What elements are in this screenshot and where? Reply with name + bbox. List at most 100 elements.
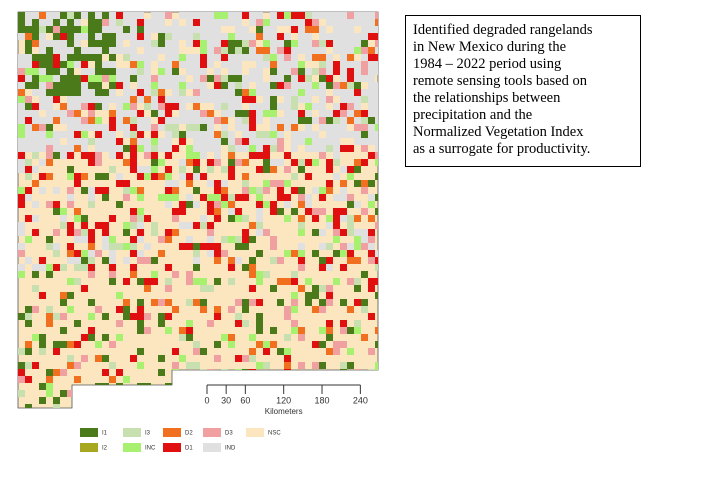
- map-cell: [235, 376, 242, 383]
- map-cell: [109, 236, 116, 243]
- map-cell: [165, 383, 172, 390]
- map-cell: [193, 376, 200, 383]
- map-cell: [277, 348, 284, 355]
- map-cell: [354, 89, 361, 96]
- map-cell: [95, 187, 102, 194]
- map-cell: [53, 145, 60, 152]
- map-cell: [200, 96, 207, 103]
- map-cell: [186, 299, 193, 306]
- legend-swatch: [203, 443, 221, 452]
- map-cell: [235, 194, 242, 201]
- map-cell: [298, 194, 305, 201]
- map-cell: [375, 222, 378, 229]
- map-cell: [242, 194, 249, 201]
- map-cell: [333, 194, 340, 201]
- map-cell: [137, 257, 144, 264]
- map-cell: [207, 208, 214, 215]
- map-cell: [32, 26, 39, 33]
- map-cell: [67, 250, 74, 257]
- map-cell: [18, 117, 25, 124]
- map-cell: [291, 278, 298, 285]
- map-cell: [347, 215, 354, 222]
- map-cell: [88, 117, 95, 124]
- map-cell: [74, 257, 81, 264]
- map-cell: [151, 299, 158, 306]
- map-cell: [172, 131, 179, 138]
- map-cell: [116, 12, 123, 19]
- map-cell: [116, 180, 123, 187]
- map-cell: [130, 243, 137, 250]
- map-cell: [109, 12, 116, 19]
- map-cell: [340, 124, 347, 131]
- map-cell: [228, 89, 235, 96]
- map-cell: [326, 180, 333, 187]
- map-cell: [123, 33, 130, 40]
- map-cell: [172, 103, 179, 110]
- map-cell: [305, 110, 312, 117]
- map-cell: [221, 40, 228, 47]
- map-cell: [235, 320, 242, 327]
- map-cell: [81, 82, 88, 89]
- scale-unit: Kilometers: [265, 407, 303, 416]
- map-cell: [319, 103, 326, 110]
- map-cell: [242, 145, 249, 152]
- map-cell: [144, 215, 151, 222]
- map-cell: [242, 264, 249, 271]
- map-cell: [67, 19, 74, 26]
- map-cell: [235, 257, 242, 264]
- map-cell: [228, 138, 235, 145]
- map-cell: [46, 390, 53, 397]
- map-cell: [312, 89, 319, 96]
- map-cell: [67, 341, 74, 348]
- map-cell: [60, 145, 67, 152]
- map-cell: [151, 138, 158, 145]
- map-cell: [46, 47, 53, 54]
- map-cell: [158, 96, 165, 103]
- map-cell: [25, 26, 32, 33]
- map-cell: [137, 54, 144, 61]
- map-cell: [214, 89, 221, 96]
- map-cell: [67, 47, 74, 54]
- map-cell: [256, 103, 263, 110]
- map-cell: [214, 250, 221, 257]
- map-cell: [46, 26, 53, 33]
- map-cell: [235, 355, 242, 362]
- map-cell: [326, 131, 333, 138]
- map-cell: [347, 250, 354, 257]
- map-cell: [319, 75, 326, 82]
- map-cell: [200, 26, 207, 33]
- map-cell: [256, 47, 263, 54]
- map-cell: [144, 68, 151, 75]
- map-cell: [375, 131, 378, 138]
- map-cell: [291, 292, 298, 299]
- map-cell: [137, 320, 144, 327]
- map-cell: [81, 285, 88, 292]
- map-cell: [221, 180, 228, 187]
- map-cell: [39, 40, 46, 47]
- map-cell: [361, 187, 368, 194]
- map-cell: [193, 299, 200, 306]
- map-cell: [18, 166, 25, 173]
- map-cell: [88, 313, 95, 320]
- map-cell: [25, 166, 32, 173]
- map-cell: [137, 26, 144, 33]
- map-cell: [81, 257, 88, 264]
- scale-label: 0: [204, 395, 209, 405]
- map-cell: [284, 355, 291, 362]
- map-cell: [158, 145, 165, 152]
- map-cell: [165, 201, 172, 208]
- map-cell: [74, 96, 81, 103]
- map-cell: [368, 26, 375, 33]
- map-cell: [179, 131, 186, 138]
- map-cell: [368, 194, 375, 201]
- map-cell: [270, 26, 277, 33]
- map-cell: [319, 117, 326, 124]
- map-cell: [193, 348, 200, 355]
- map-cell: [116, 68, 123, 75]
- map-cell: [214, 152, 221, 159]
- map-cell: [312, 103, 319, 110]
- map-cell: [319, 54, 326, 61]
- map-cell: [298, 75, 305, 82]
- map-cell: [368, 19, 375, 26]
- map-cell: [347, 47, 354, 54]
